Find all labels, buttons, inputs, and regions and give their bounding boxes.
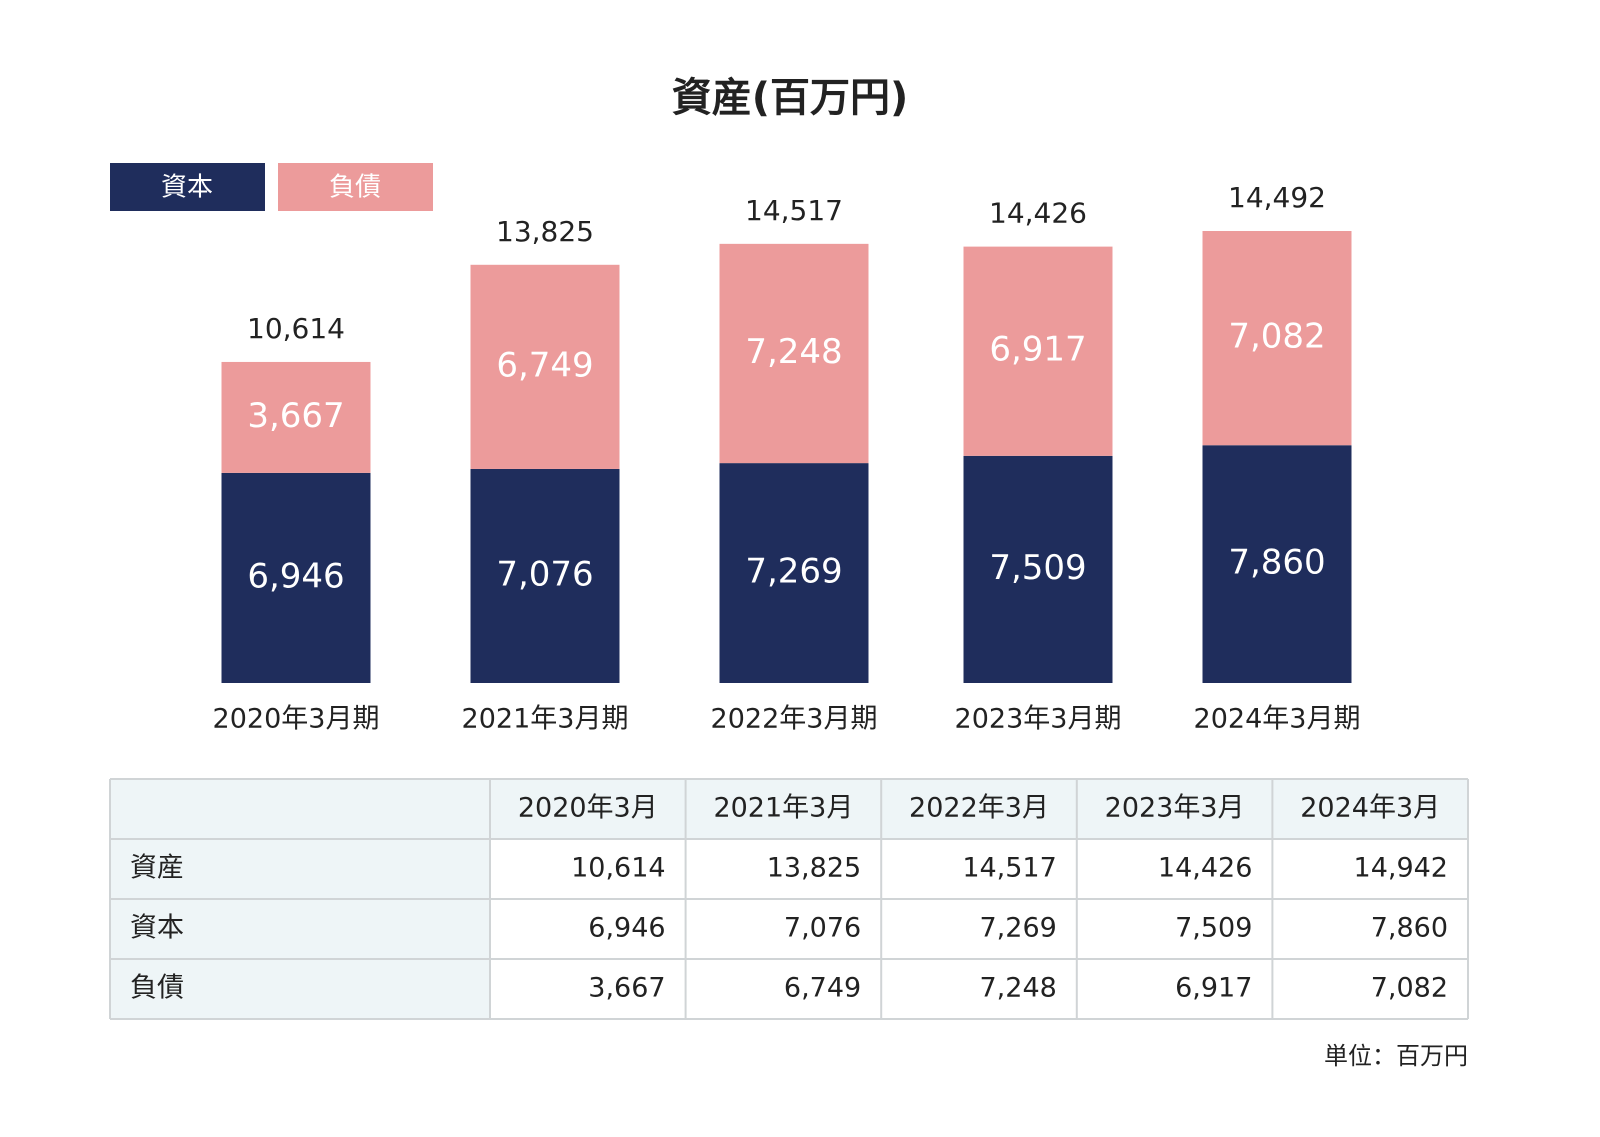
table-cell: 10,614 — [571, 853, 665, 884]
total-label: 14,517 — [745, 194, 843, 227]
segment-label: 6,946 — [247, 556, 344, 596]
table-cell: 7,509 — [1175, 913, 1252, 944]
x-tick-label: 2023年3月期 — [955, 704, 1122, 735]
bar-segment — [963, 246, 1113, 456]
chart-title: 資産(百万円) — [672, 75, 909, 121]
table-row-label: 負債 — [130, 973, 184, 1004]
total-label: 13,825 — [496, 215, 594, 248]
segment-label: 7,082 — [1228, 317, 1325, 357]
table-cell: 6,749 — [784, 973, 861, 1004]
legend-label: 負債 — [329, 173, 381, 203]
bar-segment — [719, 243, 869, 464]
segment-label: 7,509 — [989, 548, 1086, 588]
bar-segment — [1202, 445, 1352, 683]
table-cell: 7,076 — [784, 913, 861, 944]
table-header-cell: 2024年3月 — [1300, 793, 1440, 824]
segment-label: 7,860 — [1228, 543, 1325, 583]
table-cell: 7,860 — [1371, 913, 1448, 944]
table-header-cell: 2020年3月 — [518, 793, 658, 824]
bar-segment — [470, 468, 620, 683]
bar-segment — [1202, 231, 1352, 446]
unit-note: 単位：百万円 — [1324, 1042, 1468, 1070]
table-cell: 3,667 — [588, 973, 665, 1004]
segment-label: 3,667 — [247, 396, 344, 436]
table-cell: 6,946 — [588, 913, 665, 944]
table-header-cell: 2021年3月 — [713, 793, 853, 824]
bar-segment — [963, 455, 1113, 683]
bar-segment — [470, 264, 620, 469]
table-cell: 7,082 — [1371, 973, 1448, 1004]
segment-label: 7,269 — [745, 552, 842, 592]
table-label-bg — [110, 899, 490, 959]
total-label: 14,426 — [989, 197, 1087, 230]
total-label: 14,492 — [1228, 181, 1326, 214]
table-cell: 7,269 — [980, 913, 1057, 944]
segment-label: 7,248 — [745, 332, 842, 372]
x-tick-label: 2020年3月期 — [213, 704, 380, 735]
x-tick-label: 2024年3月期 — [1194, 704, 1361, 735]
table-label-bg — [110, 839, 490, 899]
table-header-cell: 2022年3月 — [909, 793, 1049, 824]
table-cell: 7,248 — [980, 973, 1057, 1004]
legend-swatch — [278, 163, 433, 211]
table-cell: 14,426 — [1158, 853, 1252, 884]
table-header-cell: 2023年3月 — [1105, 793, 1245, 824]
bar-segment — [221, 361, 371, 473]
table-row-label: 資本 — [130, 913, 184, 944]
x-tick-label: 2022年3月期 — [711, 704, 878, 735]
table-label-bg — [110, 959, 490, 1019]
table-cell: 6,917 — [1175, 973, 1252, 1004]
legend-swatch — [110, 163, 265, 211]
total-label: 10,614 — [247, 312, 345, 345]
segment-label: 7,076 — [496, 554, 593, 594]
segment-label: 6,917 — [989, 330, 1086, 370]
table-cell: 14,942 — [1354, 853, 1448, 884]
table-cell: 13,825 — [767, 853, 861, 884]
x-tick-label: 2021年3月期 — [462, 704, 629, 735]
bar-segment — [221, 472, 371, 683]
table-header-bg — [110, 779, 1468, 839]
table-row-label: 資産 — [130, 853, 184, 884]
table-cell: 14,517 — [962, 853, 1056, 884]
bar-segment — [719, 463, 869, 683]
legend-label: 資本 — [161, 173, 213, 203]
segment-label: 6,749 — [496, 345, 593, 385]
